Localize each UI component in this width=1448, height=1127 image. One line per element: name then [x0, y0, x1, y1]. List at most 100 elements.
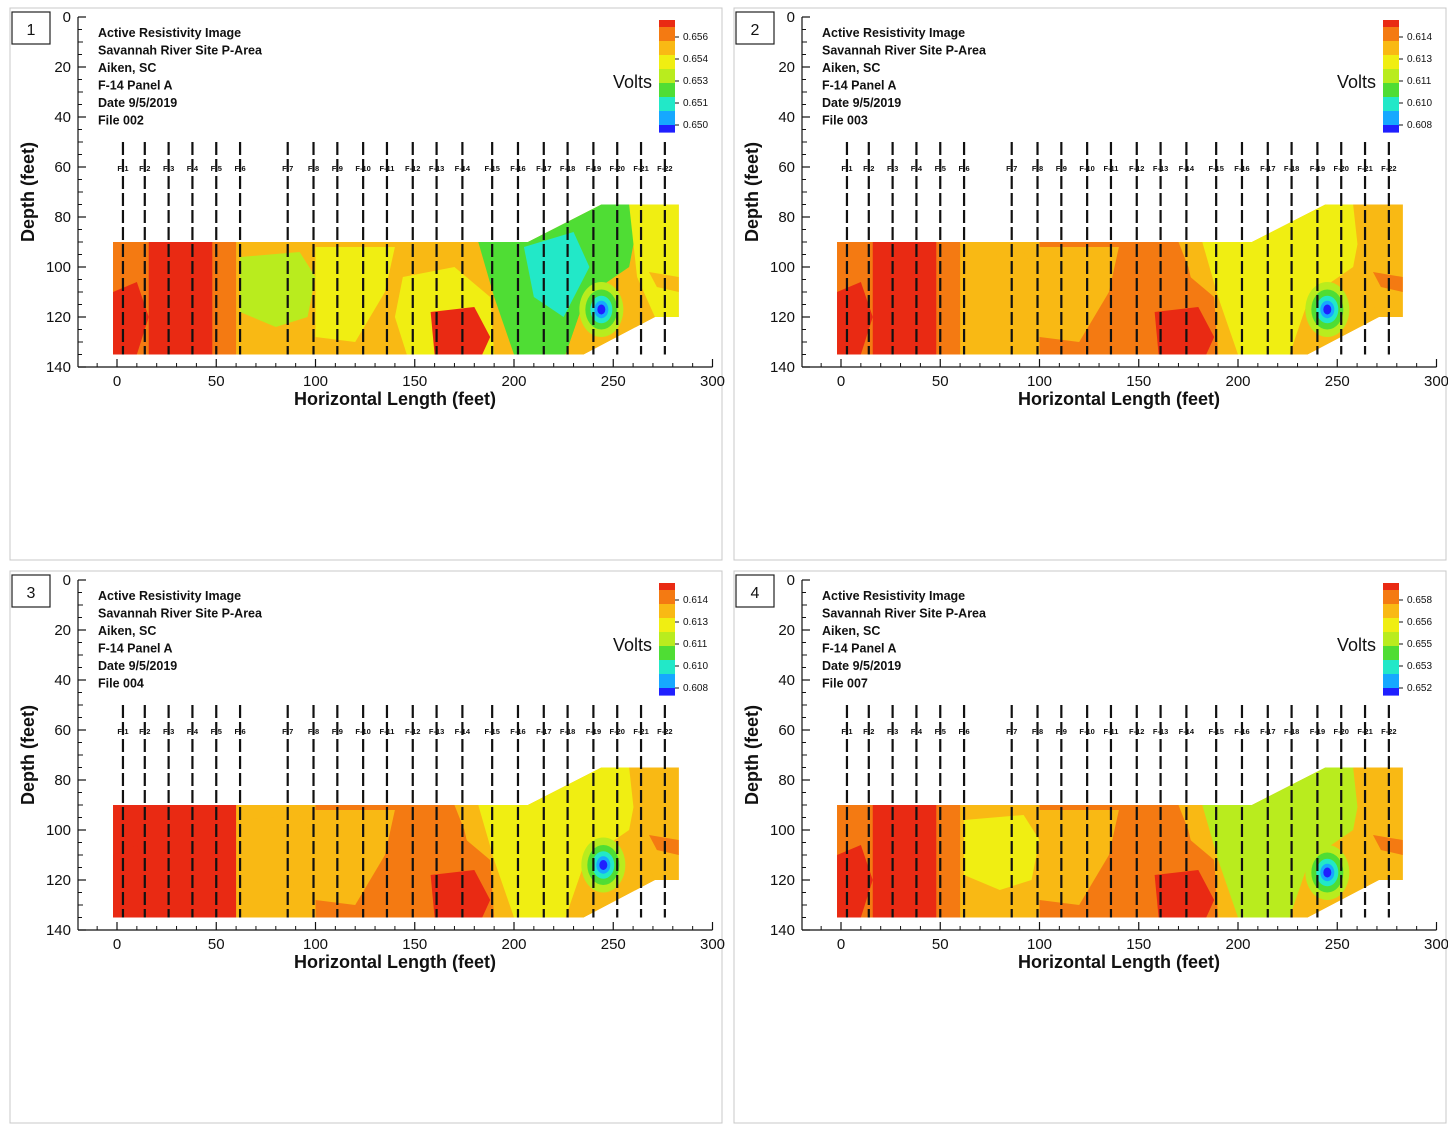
y-tick-label: 80 [54, 209, 71, 226]
colorbar-swatch [659, 48, 675, 56]
y-axis-title: Depth (feet) [742, 142, 762, 242]
anomaly-contour [1323, 304, 1332, 315]
info-line: Aiken, SC [98, 624, 156, 638]
colorbar-tick-label: 0.653 [1407, 661, 1432, 672]
colorbar-tick-label: 0.656 [1407, 617, 1432, 628]
x-tick-label: 100 [303, 373, 328, 390]
x-tick-label: 150 [402, 373, 427, 390]
y-tick-label: 0 [63, 572, 71, 589]
colorbar-swatch [659, 639, 675, 647]
y-tick-label: 120 [770, 309, 795, 326]
contour-region [1039, 247, 1119, 342]
y-tick-label: 0 [787, 9, 795, 26]
y-tick-label: 40 [778, 109, 795, 126]
panel-frame [733, 570, 1447, 1124]
x-tick-label: 100 [1027, 936, 1052, 953]
y-axis-title: Depth (feet) [18, 705, 38, 805]
colorbar-swatch [1383, 653, 1399, 661]
info-line: Date 9/5/2019 [822, 96, 901, 110]
y-tick-label: 20 [778, 59, 795, 76]
info-line: F-14 Panel A [98, 79, 173, 93]
well-group: F-1F-2F-3F-4F-5F-6F-7F-8F-9F-10F-11F-12F… [117, 142, 673, 355]
x-tick-label: 250 [1325, 373, 1350, 390]
panel-number-box [11, 11, 51, 45]
colorbar-tick-label: 0.608 [683, 683, 708, 694]
resistivity-field [837, 767, 1403, 918]
colorbar-swatch [1383, 583, 1399, 591]
colorbar-swatch [1383, 597, 1399, 605]
colorbar-swatch [1383, 646, 1399, 654]
info-line: Savannah River Site P-Area [98, 44, 263, 58]
colorbar: 0.656 0.654 0.653 0.651 0.650 Volts [613, 20, 708, 133]
colorbar-swatch [1383, 639, 1399, 647]
x-tick-label: 300 [1424, 373, 1448, 390]
colorbar-swatch [659, 41, 675, 49]
x-tick-label: 100 [1027, 373, 1052, 390]
panel-number-box [11, 574, 51, 608]
info-line: Active Resistivity Image [822, 589, 965, 603]
y-tick-label: 120 [46, 872, 71, 889]
y-tick-label: 100 [46, 822, 71, 839]
contour-region [148, 805, 213, 918]
colorbar-tick-label: 0.651 [683, 98, 708, 109]
x-axis-title: Horizontal Length (feet) [1018, 389, 1220, 409]
info-line: File 004 [98, 677, 144, 691]
y-axis-title: Depth (feet) [18, 142, 38, 242]
colorbar-tick-label: 0.614 [683, 595, 708, 606]
contour-region [523, 232, 590, 317]
x-tick-label: 200 [1225, 373, 1250, 390]
colorbar-swatch [1383, 62, 1399, 70]
colorbar-title: Volts [613, 72, 652, 92]
y-tick-label: 100 [770, 259, 795, 276]
contour-region [872, 242, 937, 355]
info-line: Date 9/5/2019 [98, 96, 177, 110]
y-tick-label: 40 [54, 109, 71, 126]
colorbar-swatch [1383, 97, 1399, 105]
colorbar-swatch [1383, 90, 1399, 98]
colorbar-swatch [1383, 590, 1399, 598]
colorbar-swatch [659, 625, 675, 633]
contour-central-blob [964, 252, 1040, 327]
colorbar-swatch [659, 55, 675, 63]
x-tick-label: 50 [932, 373, 949, 390]
well-group: F-1F-2F-3F-4F-5F-6F-7F-8F-9F-10F-11F-12F… [841, 705, 1397, 918]
contour-region [148, 242, 213, 355]
colorbar-swatch [1383, 125, 1399, 133]
y-tick-label: 140 [46, 922, 71, 939]
x-tick-label: 50 [208, 936, 225, 953]
x-tick-label: 250 [601, 373, 626, 390]
y-tick-label: 40 [778, 672, 795, 689]
anomaly-contour [597, 304, 606, 315]
x-tick-label: 200 [501, 936, 526, 953]
colorbar-swatch [1383, 111, 1399, 119]
colorbar-swatch [1383, 27, 1399, 35]
colorbar-swatch [659, 62, 675, 70]
colorbar: 0.614 0.613 0.611 0.610 0.608 Volts [1337, 20, 1432, 133]
panel-number: 4 [751, 585, 760, 602]
y-axis-title: Depth (feet) [742, 705, 762, 805]
info-line: Active Resistivity Image [822, 26, 965, 40]
y-tick-label: 60 [778, 722, 795, 739]
colorbar-swatch [659, 681, 675, 689]
y-tick-label: 140 [770, 359, 795, 376]
y-tick-label: 20 [54, 59, 71, 76]
x-tick-label: 100 [303, 936, 328, 953]
colorbar-swatch [659, 604, 675, 612]
colorbar-tick-label: 0.655 [1407, 639, 1432, 650]
x-axis-title: Horizontal Length (feet) [1018, 952, 1220, 972]
info-block: Active Resistivity Image Savannah River S… [98, 26, 263, 128]
contour-region [523, 795, 590, 880]
y-tick-label: 60 [778, 159, 795, 176]
well-group: F-1F-2F-3F-4F-5F-6F-7F-8F-9F-10F-11F-12F… [841, 142, 1397, 355]
y-tick-label: 40 [54, 672, 71, 689]
colorbar-tick-label: 0.610 [683, 661, 708, 672]
colorbar-swatch [659, 611, 675, 619]
contour-region [1247, 795, 1314, 880]
y-tick-label: 120 [770, 872, 795, 889]
info-line: Aiken, SC [822, 61, 880, 75]
colorbar-title: Volts [1337, 72, 1376, 92]
info-line: Active Resistivity Image [98, 26, 241, 40]
x-tick-label: 50 [208, 373, 225, 390]
colorbar-tick-label: 0.613 [1407, 54, 1432, 65]
y-tick-label: 80 [778, 772, 795, 789]
